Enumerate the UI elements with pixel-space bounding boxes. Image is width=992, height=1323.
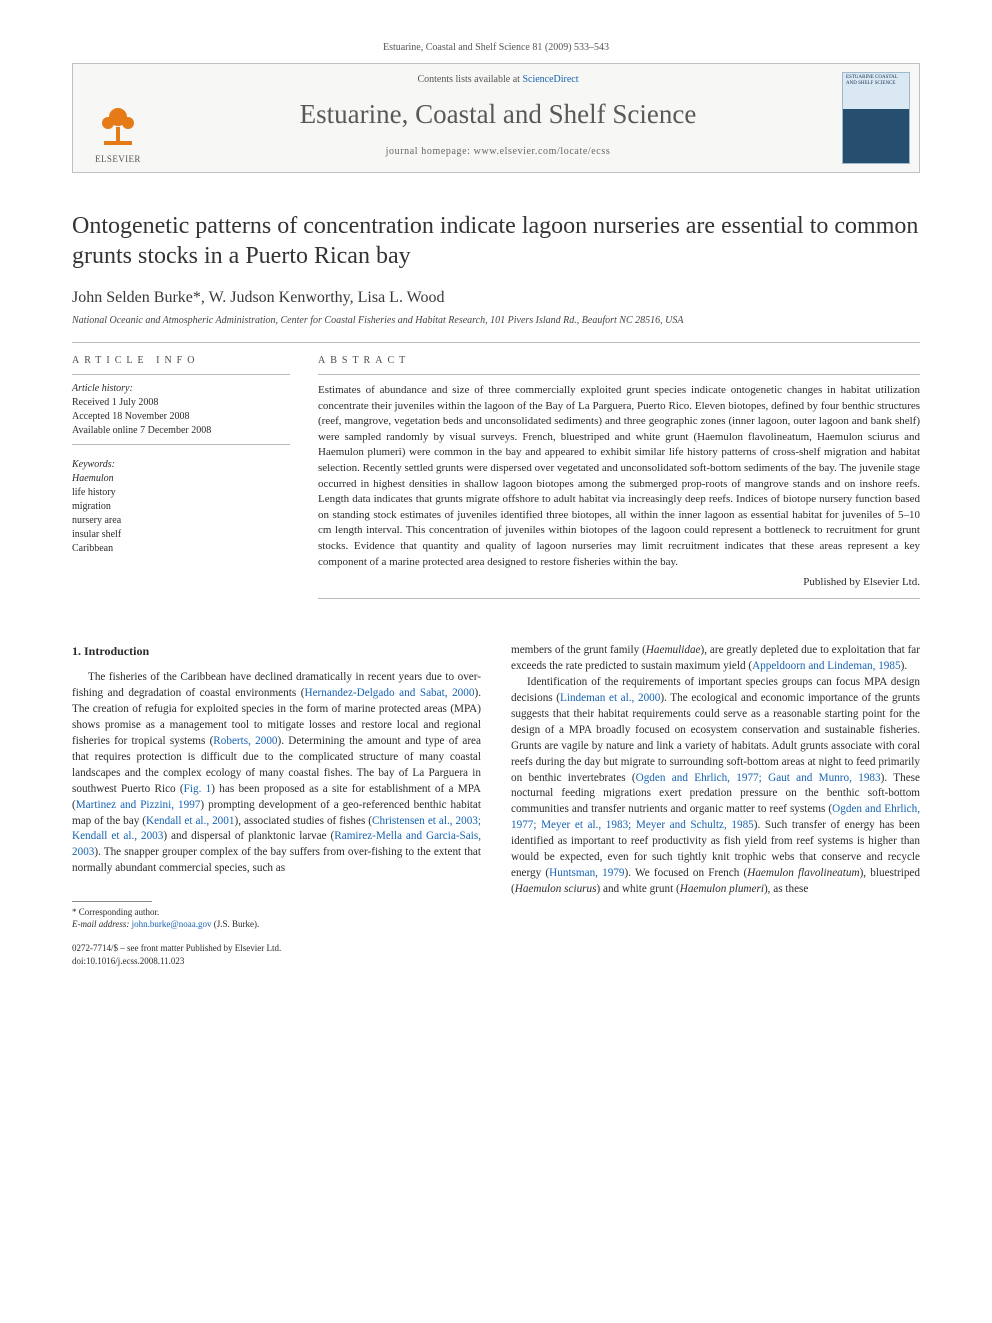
abstract-head: ABSTRACT	[318, 355, 920, 366]
masthead-center: Contents lists available at ScienceDirec…	[163, 64, 833, 172]
body-two-column: 1. Introduction The fisheries of the Car…	[72, 643, 920, 966]
taxon: Haemulon plumeri	[680, 883, 764, 895]
keyword: nursery area	[72, 514, 290, 528]
publisher-name: ELSEVIER	[95, 154, 141, 164]
front-matter-line: 0272-7714/$ – see front matter Published…	[72, 942, 481, 954]
history-online: Available online 7 December 2008	[72, 424, 290, 438]
text: ). The ecological and economic importanc…	[511, 692, 920, 784]
history-accepted: Accepted 18 November 2008	[72, 410, 290, 424]
citation-link[interactable]: Huntsman, 1979	[549, 867, 624, 879]
page: Estuarine, Coastal and Shelf Science 81 …	[0, 0, 992, 1007]
journal-name: Estuarine, Coastal and Shelf Science	[169, 99, 827, 130]
footnotes: * Corresponding author. E-mail address: …	[72, 906, 481, 930]
footnote-rule	[72, 901, 152, 902]
article-title: Ontogenetic patterns of concentration in…	[72, 211, 920, 271]
text: ). We focused on French (	[625, 867, 748, 879]
divider	[318, 374, 920, 375]
contents-available-line: Contents lists available at ScienceDirec…	[169, 74, 827, 85]
sciencedirect-link[interactable]: ScienceDirect	[522, 74, 578, 85]
email-line: E-mail address: john.burke@noaa.gov (J.S…	[72, 918, 481, 930]
figure-link[interactable]: Fig. 1	[184, 783, 212, 795]
text: members of the grunt family (	[511, 644, 646, 656]
keyword: Haemulon	[72, 472, 290, 486]
citation-link[interactable]: Hernandez-Delgado and Sabat, 2000	[304, 687, 474, 699]
abstract-column: ABSTRACT Estimates of abundance and size…	[318, 355, 920, 607]
text: ).	[901, 660, 908, 672]
divider	[72, 444, 290, 445]
text: ). The snapper grouper complex of the ba…	[72, 846, 481, 874]
citation-link[interactable]: Kendall et al., 2001	[146, 815, 234, 827]
keyword: Caribbean	[72, 542, 290, 556]
citation-link[interactable]: Appeldoorn and Lindeman, 1985	[752, 660, 901, 672]
info-abstract-row: ARTICLE INFO Article history: Received 1…	[72, 355, 920, 607]
citation-link[interactable]: Ogden and Ehrlich, 1977; Gaut and Munro,…	[636, 772, 881, 784]
citation-link[interactable]: Martinez and Pizzini, 1997	[76, 799, 201, 811]
journal-cover-thumb: ESTUARINE COASTAL AND SHELF SCIENCE	[833, 64, 919, 172]
body-column-left: 1. Introduction The fisheries of the Car…	[72, 643, 481, 966]
text: ) and dispersal of planktonic larvae (	[163, 830, 334, 842]
email-suffix: (J.S. Burke).	[211, 919, 259, 929]
taxon: Haemulon sciurus	[515, 883, 597, 895]
keyword: insular shelf	[72, 528, 290, 542]
citation-link[interactable]: Lindeman et al., 2000	[560, 692, 660, 704]
running-head-citation: Estuarine, Coastal and Shelf Science 81 …	[72, 42, 920, 53]
author-list: John Selden Burke*, W. Judson Kenworthy,…	[72, 289, 920, 307]
homepage-label: journal homepage:	[386, 146, 474, 157]
history-received: Received 1 July 2008	[72, 396, 290, 410]
journal-homepage-line: journal homepage: www.elsevier.com/locat…	[169, 146, 827, 157]
publisher-line: Published by Elsevier Ltd.	[318, 576, 920, 588]
keywords-label: Keywords:	[72, 459, 290, 470]
taxon: Haemulidae	[646, 644, 701, 656]
citation-link[interactable]: Roberts, 2000	[213, 735, 277, 747]
doi-line: doi:10.1016/j.ecss.2008.11.023	[72, 955, 481, 967]
email-label: E-mail address:	[72, 919, 132, 929]
author-email-link[interactable]: john.burke@noaa.gov	[132, 919, 212, 929]
text: ) and white grunt (	[596, 883, 679, 895]
text: ), as these	[764, 883, 808, 895]
body-column-right: members of the grunt family (Haemulidae)…	[511, 643, 920, 966]
keyword: life history	[72, 486, 290, 500]
history-label: Article history:	[72, 383, 290, 394]
publisher-logo-block: ELSEVIER	[73, 64, 163, 172]
front-matter-block: 0272-7714/$ – see front matter Published…	[72, 942, 481, 966]
taxon: Haemulon flavolineatum	[747, 867, 859, 879]
abstract-text: Estimates of abundance and size of three…	[318, 383, 920, 570]
affiliation: National Oceanic and Atmospheric Adminis…	[72, 315, 920, 326]
divider	[72, 342, 920, 343]
divider	[318, 598, 920, 599]
corresponding-author: * Corresponding author.	[72, 906, 481, 918]
homepage-url: www.elsevier.com/locate/ecss	[474, 146, 611, 157]
divider	[72, 374, 290, 375]
article-info-head: ARTICLE INFO	[72, 355, 290, 366]
text: ), associated studies of fishes (	[234, 815, 372, 827]
contents-prefix: Contents lists available at	[417, 74, 522, 85]
cover-title-text: ESTUARINE COASTAL AND SHELF SCIENCE	[846, 75, 906, 86]
keyword: migration	[72, 500, 290, 514]
cover-image: ESTUARINE COASTAL AND SHELF SCIENCE	[842, 72, 910, 164]
article-info-column: ARTICLE INFO Article history: Received 1…	[72, 355, 290, 607]
section-heading: 1. Introduction	[72, 643, 481, 660]
journal-masthead: ELSEVIER Contents lists available at Sci…	[72, 63, 920, 173]
elsevier-tree-icon	[96, 105, 140, 152]
